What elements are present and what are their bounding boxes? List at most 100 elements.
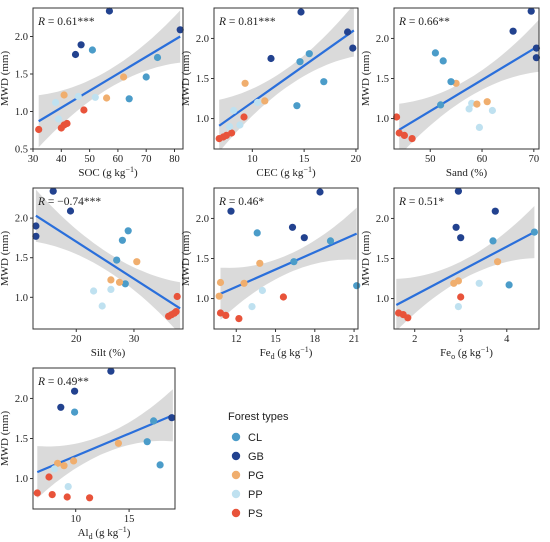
data-point-pg [261, 97, 269, 105]
x-axis-label: Feo (g kg−1) [440, 345, 493, 361]
x-tick-label: 15 [299, 154, 310, 165]
data-point-ps [457, 293, 465, 301]
data-point-cl [124, 227, 132, 235]
data-point-pg [107, 276, 115, 284]
data-point-pg [54, 459, 62, 467]
data-point-pp [91, 93, 99, 101]
y-axis-label: MWD (mm) [180, 231, 192, 287]
x-tick-label: 20 [71, 334, 82, 345]
panel-silt: 20 30 1.0 1.5 2.0 MWD (mm) Silt (%) R = −0.74**… [0, 187, 184, 359]
legend-marker-cl [231, 432, 241, 442]
data-point-cl [437, 101, 445, 109]
data-point-gb [491, 207, 499, 215]
y-tick-label: 2.0 [196, 214, 209, 225]
y-tick-label: 1.5 [196, 74, 209, 85]
data-point-cl [71, 408, 79, 416]
data-point-pp [248, 303, 256, 311]
data-point-pg [216, 278, 225, 287]
data-point-cl [489, 237, 497, 245]
y-tick-label: 1.0 [15, 107, 28, 118]
data-point-pp [253, 98, 262, 107]
data-point-pg [494, 258, 502, 266]
data-point-pp [50, 465, 59, 473]
x-tick-label: 40 [56, 154, 67, 165]
data-point-cl [156, 461, 164, 469]
stat-label: R = 0.49** [37, 376, 89, 388]
regression-line [35, 214, 181, 310]
data-point-ps [80, 106, 88, 114]
data-point-cl [293, 102, 301, 110]
data-point-pp [465, 105, 473, 113]
legend-marker-pp [231, 489, 241, 499]
data-point-ps [408, 135, 416, 143]
legend-label-pp: PP [248, 489, 263, 501]
data-point-gb [532, 54, 541, 62]
y-tick-label: 1.0 [15, 293, 28, 304]
stat-label: R = −0.74*** [37, 196, 101, 208]
data-point-pp [90, 287, 98, 295]
data-point-gb [349, 44, 357, 52]
data-point-pg [241, 79, 249, 87]
x-tick-label: 21 [349, 334, 360, 345]
data-point-ps [279, 293, 287, 301]
data-point-gb [227, 207, 235, 215]
data-point-ps [222, 311, 230, 319]
data-point-pg [240, 279, 248, 287]
data-point-cl [125, 95, 133, 103]
y-tick-label: 2.0 [15, 32, 28, 43]
data-point-gb [32, 222, 40, 230]
x-tick-label: 2 [412, 334, 417, 345]
data-point-ps [173, 292, 181, 301]
data-point-ps [33, 489, 41, 497]
data-point-ps [393, 113, 401, 121]
legend-label-ps: PS [248, 508, 263, 520]
x-axis-label: Ald (g kg−1) [78, 525, 131, 541]
data-point-pp [107, 285, 115, 293]
data-point-gb [527, 7, 535, 15]
data-point-pp [488, 106, 496, 115]
y-axis-label: MWD (mm) [0, 51, 11, 107]
y-tick-label: 1.0 [15, 474, 28, 485]
data-point-gb [316, 188, 324, 196]
x-tick-label: 10 [70, 514, 81, 525]
data-point-cl [153, 53, 162, 62]
y-tick-label: 1.5 [376, 254, 389, 265]
x-tick-label: 70 [141, 154, 152, 165]
data-point-cl [150, 417, 158, 425]
data-point-pg [103, 94, 111, 102]
y-tick-label: 1.5 [376, 74, 389, 85]
legend-label-gb: GB [248, 451, 264, 463]
data-point-cl [88, 46, 96, 54]
x-axis-label: CEC (g kg−1) [256, 165, 316, 179]
legend-label-cl: CL [248, 432, 262, 444]
data-point-pg [115, 278, 124, 286]
data-point-cl [143, 438, 151, 446]
y-tick-label: 1.5 [15, 434, 28, 445]
y-tick-label: 1.0 [376, 294, 389, 305]
plot-frame [32, 7, 184, 150]
legend: Forest types CL GB PG PP PS [228, 411, 289, 520]
data-point-cl [253, 229, 261, 237]
data-point-cl [296, 58, 304, 66]
data-point-gb [344, 28, 352, 36]
x-tick-label: 60 [113, 154, 124, 165]
data-point-gb [267, 54, 275, 63]
y-tick-label: 1.5 [196, 254, 209, 265]
panel-ald: 10 15 1.0 1.5 2.0 MWD (mm) Ald (g kg−1) R = 0.4… [0, 367, 176, 541]
data-point-pg [114, 439, 122, 447]
data-point-pp [52, 98, 60, 107]
data-point-ps [63, 119, 71, 128]
data-point-gb [454, 187, 462, 195]
y-axis-label: MWD (mm) [360, 51, 372, 107]
data-point-ps [35, 125, 43, 134]
y-tick-label: 0.5 [15, 145, 28, 156]
plot-frame [32, 187, 184, 330]
stat-label: R = 0.81*** [218, 16, 276, 28]
data-point-gb [532, 44, 541, 52]
data-point-ps [228, 129, 236, 137]
data-point-gb [107, 367, 115, 375]
y-tick-label: 2.0 [196, 34, 209, 45]
y-tick-label: 2.0 [376, 214, 389, 225]
data-point-cl [305, 50, 313, 58]
